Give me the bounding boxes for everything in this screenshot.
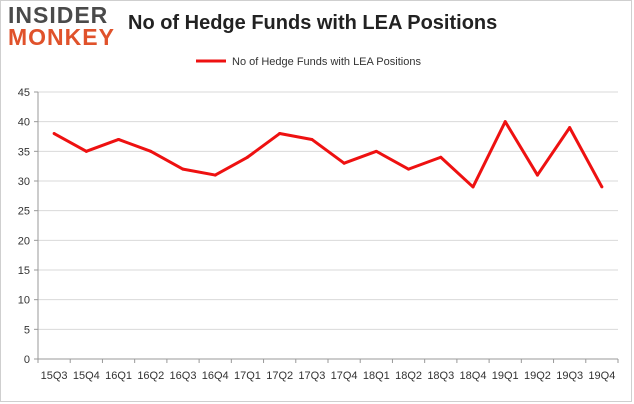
data-point <box>52 132 56 136</box>
x-tick-label: 17Q4 <box>331 370 358 382</box>
x-tick-label: 19Q4 <box>588 370 615 382</box>
data-point <box>181 167 185 171</box>
data-point <box>310 137 314 141</box>
chart-title: No of Hedge Funds with LEA Positions <box>128 12 498 34</box>
data-point <box>439 155 443 159</box>
legend: No of Hedge Funds with LEA Positions <box>196 56 421 68</box>
data-point <box>374 149 378 153</box>
y-tick-label: 5 <box>24 324 30 336</box>
data-point <box>117 137 121 141</box>
data-point <box>568 126 572 130</box>
y-axis-ticks: 0 5 10 15 20 25 30 35 40 45 <box>18 87 38 366</box>
data-point <box>535 173 539 177</box>
y-tick-label: 20 <box>18 235 30 247</box>
data-point <box>600 185 604 189</box>
data-point <box>471 185 475 189</box>
x-tick-label: 18Q3 <box>427 370 454 382</box>
x-tick-label: 15Q3 <box>41 370 68 382</box>
data-point <box>213 173 217 177</box>
x-tick-label: 19Q3 <box>556 370 583 382</box>
x-tick-label: 16Q2 <box>137 370 164 382</box>
x-tick-label: 17Q3 <box>298 370 325 382</box>
data-point <box>503 120 507 124</box>
x-tick-label: 16Q3 <box>170 370 197 382</box>
x-tick-label: 19Q1 <box>492 370 519 382</box>
logo-text-monkey: MONKEY <box>8 24 115 50</box>
data-point <box>278 132 282 136</box>
x-tick-label: 17Q1 <box>234 370 261 382</box>
series-group <box>52 120 604 189</box>
data-point <box>84 149 88 153</box>
x-tick-label: 16Q1 <box>105 370 132 382</box>
y-tick-label: 0 <box>24 354 30 366</box>
logo-text-insider: INSIDER <box>8 2 109 28</box>
x-tick-label: 16Q4 <box>202 370 229 382</box>
x-tick-label: 18Q1 <box>363 370 390 382</box>
y-tick-label: 10 <box>18 295 30 307</box>
data-point <box>149 149 153 153</box>
x-axis-ticks: 15Q3 15Q4 16Q1 16Q2 16Q3 16Q4 17Q1 17Q2 17Q3 17Q4… <box>37 359 619 382</box>
insider-monkey-logo: INSIDER MONKEY <box>8 4 120 54</box>
x-tick-label: 17Q2 <box>266 370 293 382</box>
x-tick-label: 18Q2 <box>395 370 422 382</box>
grid <box>38 91 618 330</box>
y-tick-label: 25 <box>18 206 30 218</box>
y-tick-label: 15 <box>18 265 30 277</box>
x-tick-label: 19Q2 <box>524 370 551 382</box>
y-tick-label: 30 <box>18 176 30 188</box>
data-point <box>342 161 346 165</box>
y-tick-label: 40 <box>18 117 30 129</box>
axes <box>37 92 618 360</box>
y-tick-label: 45 <box>18 87 30 99</box>
series-line <box>53 120 604 189</box>
data-point <box>407 167 411 171</box>
data-point <box>245 155 249 159</box>
x-tick-label: 18Q4 <box>460 370 487 382</box>
x-tick-label: 15Q4 <box>73 370 100 382</box>
legend-label: No of Hedge Funds with LEA Positions <box>232 56 421 68</box>
y-tick-label: 35 <box>18 146 30 158</box>
